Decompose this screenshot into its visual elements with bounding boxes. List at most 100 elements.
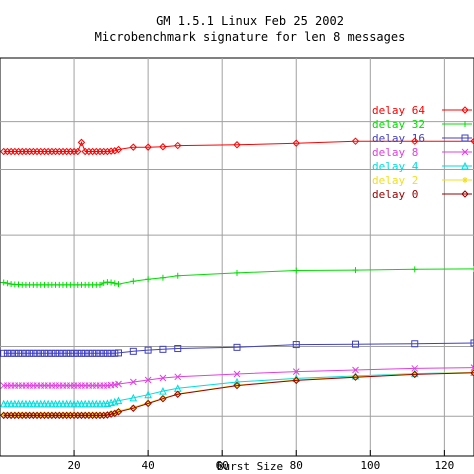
data-point-1-40 — [471, 265, 474, 272]
data-point-1-31 — [115, 281, 122, 288]
data-point-5-32 — [130, 404, 137, 411]
x-ticks: 20 40 60 80 100 120 — [67, 450, 454, 472]
plot-frame — [0, 57, 474, 457]
data-point-6-36 — [233, 381, 241, 390]
data-point-5-13 — [48, 411, 55, 418]
data-point-6-39 — [411, 370, 419, 379]
data-point-0-38 — [351, 137, 360, 145]
data-point-2-40 — [470, 339, 474, 347]
data-point-4-26 — [96, 399, 104, 408]
data-point-1-1 — [4, 280, 11, 287]
data-point-2-38 — [352, 340, 359, 348]
legend-marker-4 — [461, 161, 469, 170]
data-point-4-25 — [92, 399, 101, 408]
data-point-0-40 — [470, 137, 474, 145]
data-point-5-26 — [96, 411, 103, 418]
data-point-4-17 — [62, 399, 71, 408]
data-point-5-12 — [45, 411, 52, 418]
data-point-1-0 — [0, 279, 7, 286]
series-layer — [0, 137, 474, 420]
data-point-2-7 — [26, 349, 34, 357]
data-point-2-9 — [33, 349, 41, 357]
data-point-6-40 — [470, 369, 474, 377]
data-point-5-7 — [26, 411, 33, 418]
data-point-5-21 — [78, 411, 85, 418]
data-point-4-14 — [51, 399, 60, 408]
data-point-6-32 — [129, 404, 138, 412]
data-point-0-35 — [174, 141, 182, 150]
data-point-1-26 — [96, 281, 103, 288]
data-point-2-32 — [129, 347, 137, 355]
x-axis-label: Burst Size — [217, 460, 283, 473]
data-point-2-23 — [85, 349, 93, 357]
data-point-3-36 — [233, 370, 241, 378]
data-point-2-10 — [37, 349, 45, 357]
data-point-0-30 — [111, 147, 119, 155]
x-tick-label-3: 80 — [290, 459, 303, 472]
data-point-2-19 — [70, 349, 78, 357]
data-point-3-38 — [352, 366, 359, 374]
data-point-5-8 — [30, 411, 37, 418]
data-point-4-7 — [25, 399, 34, 408]
data-point-4-3 — [11, 399, 19, 408]
series-delay-8 — [0, 364, 474, 389]
data-point-0-32 — [129, 143, 138, 151]
series-line-2 — [3, 342, 474, 354]
data-point-1-30 — [111, 280, 118, 287]
data-point-4-4 — [14, 399, 23, 408]
data-point-4-5 — [18, 399, 27, 408]
data-point-4-34 — [159, 387, 167, 395]
data-point-2-31 — [115, 349, 122, 357]
data-point-4-13 — [48, 399, 56, 408]
data-point-2-21 — [77, 349, 85, 357]
data-point-0-31 — [114, 145, 123, 154]
legend-label-0: delay 64 — [372, 104, 425, 117]
data-point-5-2 — [8, 411, 15, 418]
legend-marker-5 — [462, 177, 468, 183]
data-point-2-6 — [22, 349, 30, 357]
data-point-4-15 — [55, 399, 64, 408]
data-point-2-12 — [44, 349, 52, 357]
data-point-5-17 — [63, 411, 70, 418]
series-delay-64 — [0, 137, 474, 156]
data-point-6-35 — [174, 390, 182, 399]
data-point-2-17 — [63, 349, 71, 357]
x-tick-label-4: 100 — [360, 459, 380, 472]
data-point-1-34 — [159, 274, 166, 281]
data-point-3-34 — [159, 374, 167, 382]
data-point-5-18 — [67, 411, 74, 418]
data-point-4-10 — [36, 399, 45, 408]
data-point-4-0 — [0, 399, 8, 408]
data-point-4-1 — [3, 399, 12, 408]
legend-label-2: delay 16 — [372, 132, 425, 145]
data-point-4-32 — [129, 393, 138, 402]
x-tick-label-1: 40 — [142, 459, 155, 472]
data-point-5-25 — [93, 411, 100, 418]
data-point-2-30 — [111, 349, 119, 357]
data-point-4-16 — [59, 399, 67, 408]
data-point-1-39 — [411, 266, 418, 273]
data-point-0-36 — [233, 141, 241, 149]
data-point-4-24 — [88, 399, 97, 408]
chart-title: GM 1.5.1 Linux Feb 25 2002 — [156, 14, 344, 28]
data-point-2-1 — [3, 349, 11, 357]
data-point-2-24 — [89, 349, 97, 357]
data-point-6-33 — [144, 399, 152, 408]
data-point-4-18 — [66, 399, 75, 408]
data-point-4-8 — [29, 399, 38, 408]
data-point-2-26 — [96, 349, 104, 357]
data-point-1-38 — [352, 267, 359, 274]
data-point-0-34 — [159, 143, 167, 151]
chart-subtitle: Microbenchmark signature for len 8 messa… — [95, 30, 406, 44]
data-point-5-22 — [82, 411, 89, 418]
legend-label-5: delay 2 — [372, 174, 418, 187]
data-point-4-19 — [70, 399, 78, 408]
data-point-4-22 — [81, 399, 89, 408]
data-point-0-39 — [411, 137, 419, 145]
data-point-5-23 — [85, 411, 92, 418]
data-point-2-39 — [411, 340, 419, 348]
data-point-1-35 — [174, 272, 181, 279]
data-point-1-36 — [234, 269, 240, 276]
data-point-5-0 — [0, 411, 7, 418]
